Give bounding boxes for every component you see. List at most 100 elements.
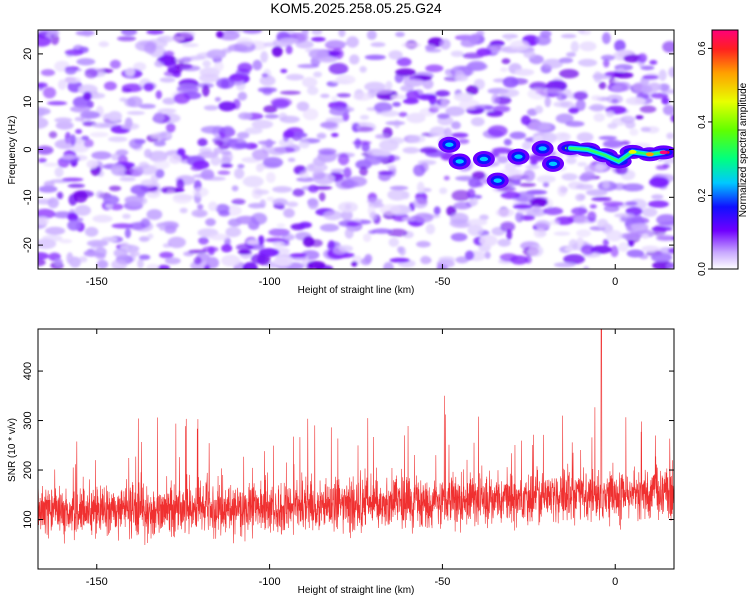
spectrogram-noise-blob: [146, 263, 160, 269]
spectrogram-noise-blob: [318, 148, 337, 155]
spectrogram-noise-blob: [272, 186, 293, 193]
spectrogram-noise-blob: [359, 166, 368, 176]
spectrogram-noise-blob: [575, 99, 586, 111]
spectrogram-noise-blob: [651, 194, 664, 200]
spectrogram-noise-blob: [153, 159, 170, 170]
y-tick-label: 100: [22, 510, 34, 528]
spectrogram-noise-blob: [263, 105, 278, 113]
spectrogram-noise-blob: [579, 41, 597, 52]
x-tick-label: 0: [612, 276, 618, 288]
spectrogram-noise-blob: [468, 178, 481, 188]
spectrogram-noise-blob: [521, 115, 531, 126]
spectrogram-noise-blob: [457, 138, 470, 144]
spectrogram-noise-blob: [453, 92, 474, 102]
spectrogram-noise-blob: [297, 64, 320, 69]
spectrogram-noise-blob: [78, 84, 98, 95]
spectrogram-noise-blob: [359, 114, 370, 120]
spectrogram-noise-blob: [467, 188, 476, 200]
colorbar-tick-label: 0.6: [697, 41, 708, 55]
spectrogram-noise-blob: [388, 137, 405, 145]
spectrogram-noise-blob: [356, 122, 377, 133]
spectrogram-noise-blob: [514, 68, 535, 76]
spectrogram-noise-blob: [370, 88, 393, 95]
spectrogram-noise-blob: [556, 92, 566, 101]
spectrogram-noise-blob: [476, 30, 485, 37]
spectrogram-noise-blob: [429, 126, 447, 137]
spectrogram-noise-blob: [205, 218, 216, 227]
spectrogram-noise-blob: [661, 97, 670, 105]
spectrogram-noise-blob: [216, 30, 224, 38]
spectrogram-noise-blob: [528, 245, 544, 257]
spectrogram-noise-blob: [157, 264, 170, 269]
spectrogram-noise-blob: [614, 39, 626, 52]
spectrogram-noise-blob: [176, 178, 185, 191]
spectrogram-noise-blob: [437, 113, 450, 119]
spectrogram-noise-blob: [320, 93, 330, 98]
spectrogram-noise-blob: [111, 259, 128, 269]
spectrogram-noise-blob: [234, 142, 251, 149]
spectrogram-noise-blob: [159, 77, 176, 83]
spectrogram-noise-blob: [525, 164, 540, 170]
spectrogram-noise-blob: [299, 171, 310, 179]
spectrogram-noise-blob: [500, 221, 516, 232]
spectrogram-noise-blob: [164, 224, 177, 234]
spectrogram-noise-blob: [647, 200, 669, 208]
spectrogram-noise-blob: [57, 79, 67, 90]
spectrogram-noise-blob: [64, 49, 84, 56]
spectrogram-noise-blob: [285, 45, 293, 55]
spectrogram-noise-blob: [387, 189, 408, 201]
spectrogram-noise-blob: [450, 50, 464, 57]
spectrogram-noise-blob: [272, 198, 289, 207]
spectrogram-noise-blob: [625, 201, 638, 206]
spectrogram-noise-blob: [568, 107, 580, 114]
spectrogram-noise-blob: [308, 49, 329, 59]
spectrogram-noise-blob: [202, 84, 210, 97]
spectrogram-noise-blob: [65, 68, 77, 75]
spectrogram-noise-blob: [111, 223, 134, 229]
spectrogram-noise-blob: [455, 256, 469, 264]
spectrogram-noise-blob: [574, 216, 589, 225]
spectrogram-noise-blob: [38, 145, 54, 155]
spectrogram-noise-blob: [523, 50, 536, 59]
spectrogram-noise-blob: [614, 81, 632, 92]
spectrogram-noise-blob: [366, 198, 383, 205]
spectrogram-noise-blob: [512, 203, 533, 210]
spectrogram-noise-blob: [111, 153, 121, 161]
spectrogram-noise-blob: [86, 239, 109, 247]
spectrogram-noise-blob: [265, 139, 274, 148]
colorbar: [711, 29, 739, 270]
spectrogram-noise-blob: [603, 58, 610, 68]
spectrogram-noise-blob: [639, 105, 657, 113]
spectrogram-noise-blob: [128, 222, 146, 231]
spectrogram-noise-blob: [38, 238, 57, 250]
spectrogram-noise-blob: [236, 131, 250, 139]
spectrogram-noise-blob: [74, 205, 91, 216]
spectrogram-noise-blob: [470, 117, 485, 127]
spectrogram-noise-blob: [69, 256, 81, 268]
spectrogram-noise-blob: [84, 68, 98, 79]
spectrogram-noise-blob: [117, 36, 137, 42]
spectrogram-noise-blob: [121, 88, 132, 93]
spectrogram-noise-blob: [75, 30, 95, 36]
spectrogram-noise-blob: [618, 242, 629, 252]
signal-peak: [548, 161, 558, 167]
spectrogram-noise-blob: [360, 257, 372, 266]
spectrogram-noise-blob: [138, 236, 150, 242]
spectrogram-noise-blob: [571, 207, 588, 216]
spectrogram-noise-blob: [61, 177, 84, 182]
spectrogram-noise-blob: [250, 212, 268, 225]
spectrogram-noise-blob: [38, 208, 56, 219]
spectrogram-noise-blob: [38, 36, 51, 47]
spectrogram-noise-blob: [199, 67, 220, 78]
snr-series-line: [38, 329, 674, 545]
spectrogram-noise-blob: [56, 191, 64, 200]
signal-hotspot: [645, 152, 654, 157]
spectrogram-noise-blob: [119, 97, 128, 102]
spectrogram-noise-blob: [512, 177, 521, 186]
spectrogram-noise-blob: [252, 59, 263, 71]
spectrogram-noise-blob: [508, 169, 524, 180]
spectrogram-noise-blob: [98, 41, 110, 48]
spectrogram-noise-blob: [50, 30, 60, 36]
spectrogram-noise-blob: [403, 78, 425, 87]
spectrogram-noise-blob: [50, 33, 60, 45]
